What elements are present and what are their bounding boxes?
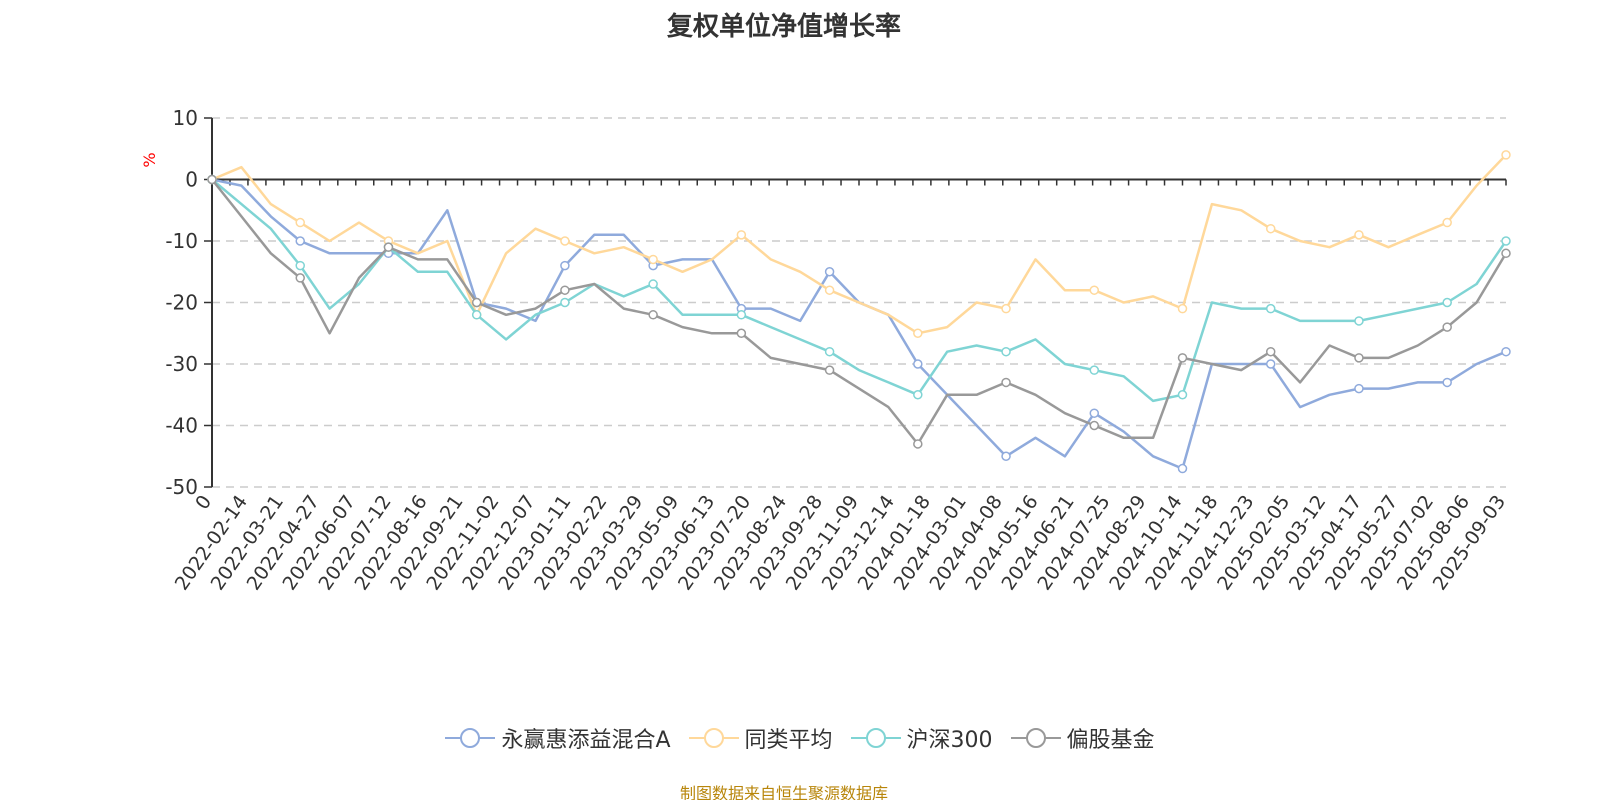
data-point (736, 328, 747, 338)
data-point (1442, 377, 1452, 388)
y-axis-unit: % (140, 152, 159, 167)
data-point (1001, 346, 1011, 357)
data-point (560, 285, 570, 295)
series-line-2 (211, 178, 1508, 403)
legend-item[interactable]: 偏股基金 (1010, 722, 1155, 754)
x-tick-label: 0 (191, 491, 216, 514)
data-point (1265, 223, 1276, 234)
legend-item[interactable]: 沪深300 (850, 722, 993, 754)
data-point (1442, 217, 1452, 228)
data-point (736, 310, 747, 320)
legend-marker-icon (445, 728, 496, 748)
data-point (1442, 297, 1452, 308)
data-point (1177, 303, 1188, 314)
data-point (913, 328, 923, 338)
data-point (824, 346, 835, 357)
legend: 永赢惠添益混合A 同类平均 沪深300 偏股基金 (0, 722, 1600, 754)
legend-label: 沪深300 (906, 728, 993, 753)
data-point (648, 310, 658, 320)
data-point (1001, 303, 1011, 314)
legend-label: 永赢惠添益混合A (501, 728, 671, 753)
data-point (471, 310, 482, 320)
data-point (1354, 230, 1364, 240)
data-point (913, 439, 923, 449)
data-point (1089, 408, 1100, 418)
data-point (913, 359, 923, 369)
data-point (824, 285, 835, 295)
data-point (560, 260, 570, 271)
data-point (560, 297, 570, 308)
data-point (824, 267, 835, 277)
series-line-1 (211, 154, 1507, 335)
y-tick-label: -20 (165, 291, 198, 315)
data-point (1501, 346, 1511, 357)
legend-marker-icon (1010, 728, 1061, 748)
y-tick-label: -30 (165, 352, 198, 376)
y-tick-label: -10 (165, 229, 198, 253)
legend-marker-icon (850, 728, 901, 748)
y-tick-label: 10 (173, 106, 198, 130)
data-point (295, 236, 305, 246)
chart-title: 复权单位净值增长率 (666, 12, 901, 42)
data-point (560, 236, 570, 246)
data-point (913, 390, 923, 400)
data-point (207, 174, 217, 185)
data-point (1177, 390, 1188, 400)
legend-item[interactable]: 同类平均 (688, 722, 833, 754)
y-tick-label: -50 (165, 475, 198, 499)
data-point (295, 273, 305, 283)
data-point (383, 242, 394, 252)
data-point (1442, 322, 1452, 332)
legend-marker-icon (688, 728, 739, 748)
data-point (295, 217, 305, 228)
data-point (1501, 248, 1511, 259)
data-point (1089, 365, 1100, 375)
data-point (1001, 451, 1011, 461)
legend-item[interactable]: 永赢惠添益混合A (445, 722, 671, 754)
data-point (824, 365, 835, 375)
data-point (1089, 420, 1100, 431)
data-point (1501, 236, 1511, 246)
data-point (1265, 303, 1276, 314)
legend-label: 偏股基金 (1066, 728, 1155, 753)
data-point (736, 230, 747, 240)
data-point (1265, 346, 1276, 357)
source-note: 制图数据来自恒生聚源数据库 (679, 784, 888, 800)
y-tick-label: 0 (185, 168, 198, 192)
data-point (1177, 463, 1188, 474)
data-point (471, 297, 482, 308)
data-point (1354, 353, 1364, 363)
data-point (1177, 353, 1188, 363)
series-line-3 (211, 178, 1508, 446)
data-point (1501, 150, 1511, 160)
data-point (1089, 285, 1100, 295)
data-point (1265, 359, 1276, 369)
data-point (648, 254, 658, 265)
legend-label: 同类平均 (744, 728, 833, 753)
line-chart: 100-10-20-30-40-50%02022-02-142022-03-21… (140, 106, 1511, 594)
data-point (1001, 377, 1011, 388)
data-point (1354, 316, 1364, 326)
data-point (295, 260, 305, 271)
y-tick-label: -40 (165, 414, 198, 438)
data-point (648, 279, 658, 289)
data-point (1354, 383, 1364, 394)
